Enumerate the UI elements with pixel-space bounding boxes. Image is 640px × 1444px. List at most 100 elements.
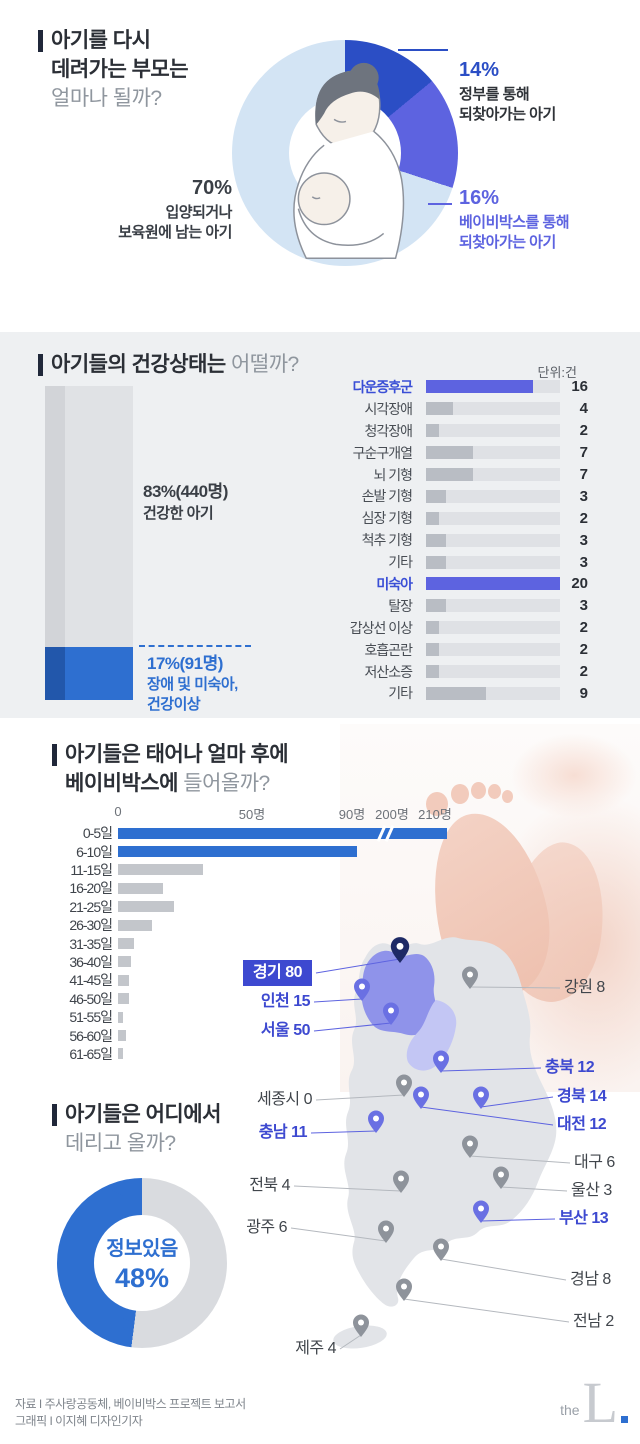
axis-tick: 50명 xyxy=(238,807,266,822)
health-row-track xyxy=(426,686,560,700)
days-row: 31-35일 xyxy=(6,934,606,952)
health-row: 청각장애 2 xyxy=(312,420,602,442)
health-row-value: 3 xyxy=(579,487,588,505)
days-bar-rows: 0-5일 6-10일 11-15일 16-20일 21-25일 26-30일 31-35일 3… xyxy=(6,824,606,1063)
logo-text-the: the xyxy=(560,1402,580,1419)
section-region-title: 아기들은 어디에서 데리고 올까? xyxy=(52,1100,221,1158)
health-row: 심장 기형 2 xyxy=(312,507,602,529)
toe xyxy=(502,790,513,803)
boundary-dashed-line xyxy=(139,645,251,647)
days-row: 6-10일 xyxy=(6,842,606,860)
days-row-label: 21-25일 xyxy=(69,898,113,915)
health-row: 기타 9 xyxy=(312,682,602,704)
healthy-label-group: 83%(440명) 건강한 아기 xyxy=(143,480,228,524)
health-row-fill xyxy=(426,686,486,700)
title-accent-bar xyxy=(52,1104,57,1126)
health-row-value: 7 xyxy=(579,466,588,483)
days-row-bar xyxy=(118,846,357,858)
stacked-issue xyxy=(45,647,133,700)
health-row-fill xyxy=(426,665,439,679)
connector-line-gov xyxy=(398,49,448,51)
health-row-track xyxy=(426,643,560,657)
healthy-pct: 83%(440명) xyxy=(143,482,228,501)
health-row: 저산소증 2 xyxy=(312,661,602,683)
health-row-label: 미숙아 xyxy=(376,575,413,592)
health-row-fill xyxy=(426,424,439,438)
source-donut-center: 정보있음 48% xyxy=(57,1178,227,1348)
health-row-label: 호흡곤란 xyxy=(364,641,413,658)
health-row-value: 4 xyxy=(579,400,588,418)
days-row: 11-15일 xyxy=(6,861,606,879)
health-row-track xyxy=(426,511,560,525)
health-row: 호흡곤란 2 xyxy=(312,639,602,661)
issue-text: 건강이상 xyxy=(147,696,201,713)
days-row-bar xyxy=(118,824,447,842)
days-row-label: 61-65일 xyxy=(69,1045,113,1062)
title-line: 아기들은 태어나 얼마 후에 xyxy=(65,743,289,766)
title-accent-bar xyxy=(52,744,57,766)
health-row: 미숙아 20 xyxy=(312,573,602,595)
health-row-label: 청각장애 xyxy=(364,422,413,439)
health-row-track xyxy=(426,489,560,503)
health-row-track xyxy=(426,621,560,635)
section-health: 아기들의 건강상태는 어떨까? 단위:건 83%(440명) 건강한 아기 17… xyxy=(0,332,640,718)
health-row-label: 기타 xyxy=(388,554,413,571)
health-row-fill xyxy=(426,489,446,503)
health-row: 다운증후군 16 xyxy=(312,376,602,398)
title-line: 데려가는 부모는 xyxy=(51,58,189,81)
source-line: 그래픽 I 이지혜 디자인기자 xyxy=(15,1414,143,1428)
health-row-track xyxy=(426,555,560,569)
health-row-track xyxy=(426,402,560,416)
source-donut: 정보있음 48% xyxy=(57,1178,227,1348)
issue-label-group: 17%(91명) 장애 및 미숙아, 건강이상 xyxy=(147,652,238,715)
health-row: 구순구개열 7 xyxy=(312,442,602,464)
health-row-track xyxy=(426,424,560,438)
label-text: 입양되거나 xyxy=(165,204,232,221)
health-row-track xyxy=(426,533,560,547)
days-row-label: 26-30일 xyxy=(69,917,113,934)
days-row: 41-45일 xyxy=(6,971,606,989)
health-row-track xyxy=(426,468,560,481)
days-row-bar xyxy=(118,882,163,894)
health-row-value: 2 xyxy=(579,509,588,527)
days-row-bar xyxy=(118,1011,123,1023)
pct-value: 16% xyxy=(459,187,500,209)
health-row-fill xyxy=(426,511,439,525)
axis-break-mark xyxy=(384,824,395,842)
health-row-label: 다운증후군 xyxy=(352,378,413,395)
pct-value: 70% xyxy=(191,177,232,199)
days-row-label: 11-15일 xyxy=(70,861,113,878)
days-row-label: 6-10일 xyxy=(76,843,113,860)
days-row-label: 46-50일 xyxy=(69,990,113,1007)
axis-tick: 90명 xyxy=(338,807,366,822)
health-row-label: 탈장 xyxy=(388,597,413,614)
days-row: 16-20일 xyxy=(6,879,606,897)
toe xyxy=(488,784,501,799)
logo-text-l: L xyxy=(582,1370,618,1435)
health-row-label: 기타 xyxy=(388,685,413,702)
health-row-value: 7 xyxy=(579,444,588,462)
health-row-value: 3 xyxy=(579,553,588,571)
days-row-bar xyxy=(118,974,129,986)
days-row: 61-65일 xyxy=(6,1045,606,1063)
health-row: 탈장 3 xyxy=(312,595,602,617)
health-row-fill xyxy=(426,599,446,613)
health-row-label: 갑상선 이상 xyxy=(349,619,413,636)
title-accent-bar xyxy=(38,30,43,52)
health-row: 시각장애 4 xyxy=(312,398,602,420)
days-row-label: 31-35일 xyxy=(69,935,113,952)
health-row-value: 2 xyxy=(579,641,588,659)
health-row-value: 9 xyxy=(579,684,588,702)
donut-center-pct: 48% xyxy=(114,1263,170,1293)
label-babybox: 16% 베이비박스를 통해 되찾아가는 아기 xyxy=(459,186,570,253)
label-text: 보육원에 남는 아기 xyxy=(118,224,232,241)
days-row: 51-55일 xyxy=(6,1008,606,1026)
health-row-fill xyxy=(426,446,473,460)
section-days-title: 아기들은 태어나 얼마 후에 베이비박스에 들어올까? xyxy=(52,740,289,798)
health-row-label: 척추 기형 xyxy=(361,532,413,549)
title-line: 어떨까? xyxy=(225,353,299,376)
health-row-fill xyxy=(426,577,560,591)
toe xyxy=(471,782,486,799)
health-row-track xyxy=(426,380,560,394)
